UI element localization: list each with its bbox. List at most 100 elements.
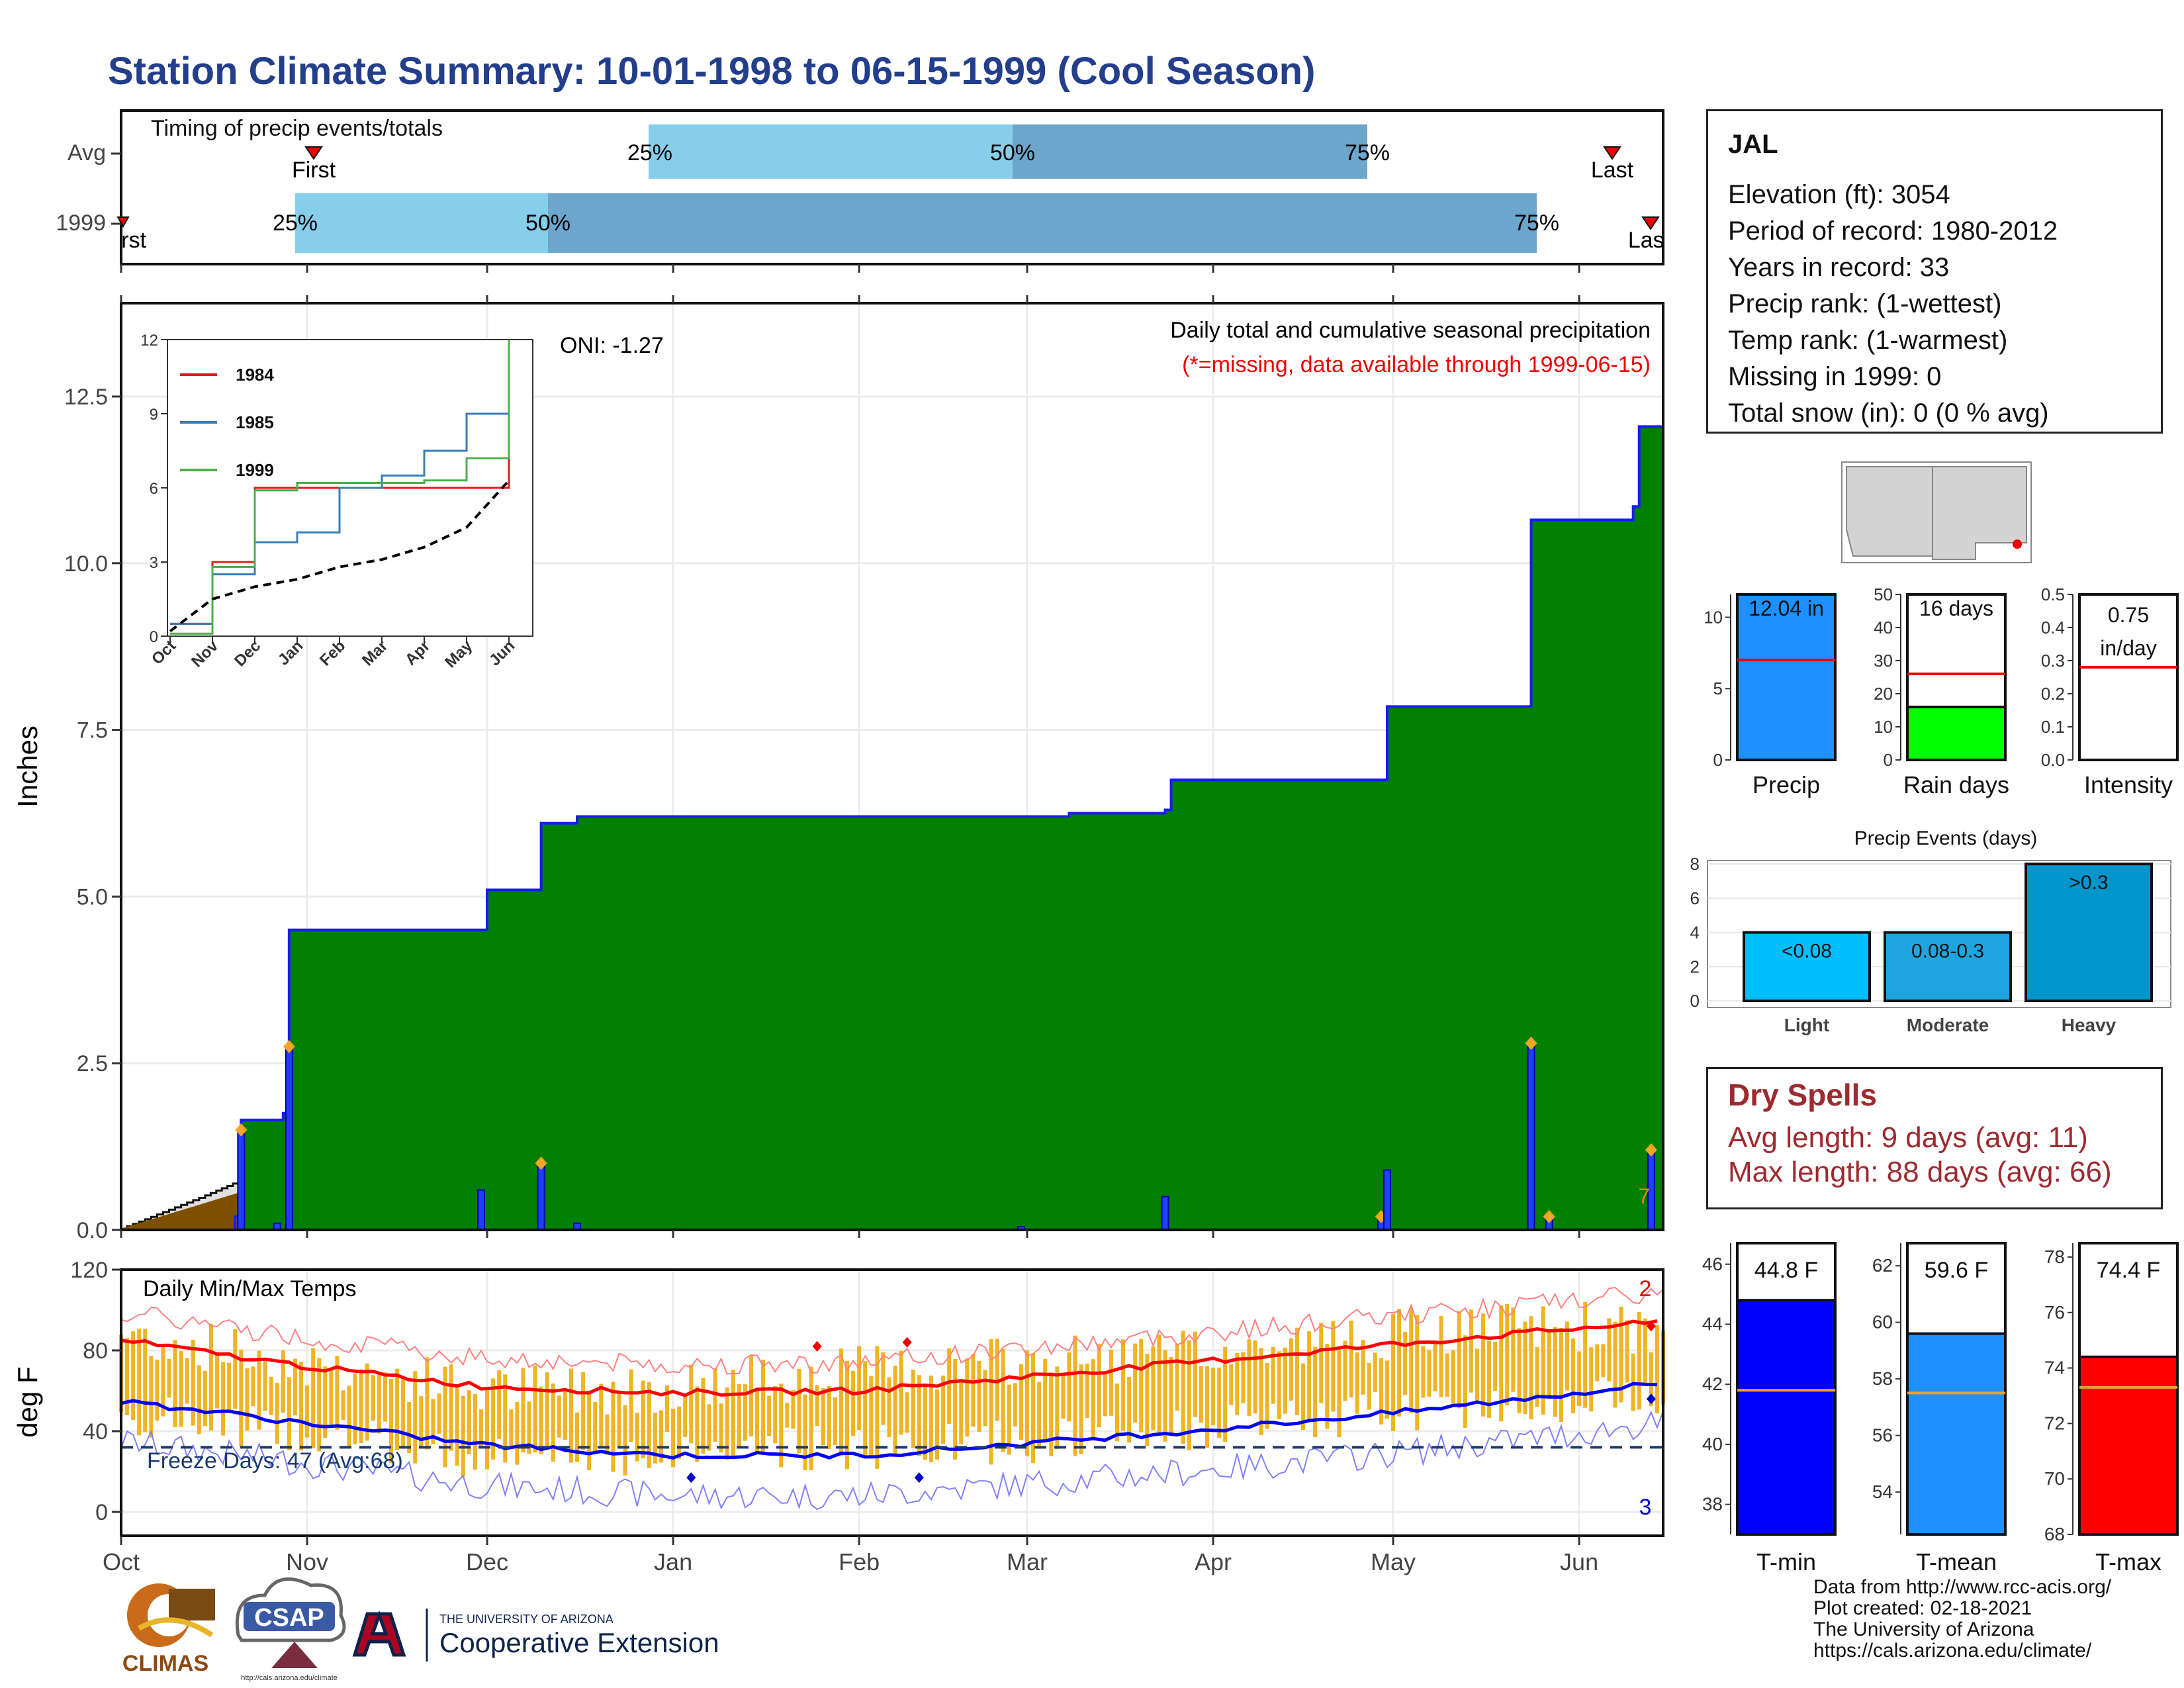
station-period: Period of record: 1980-2012 xyxy=(1728,216,2058,246)
daily-temp-bar xyxy=(1205,1366,1209,1448)
daily-temp-bar xyxy=(341,1390,345,1420)
inset-series-line xyxy=(170,389,510,625)
daily-temp-bar xyxy=(527,1401,531,1454)
missing-note: (*=missing, data available through 1999-… xyxy=(1182,352,1651,377)
mini-bar-value-label: 16 days xyxy=(1919,596,1993,620)
daily-temp-bar xyxy=(1559,1327,1563,1422)
events-bar-label: >0.3 xyxy=(2069,872,2108,894)
daily-temp-bar xyxy=(1583,1301,1588,1408)
daily-temp-bar xyxy=(929,1375,933,1462)
daily-temp-bar xyxy=(917,1375,921,1456)
average-tmin-line xyxy=(120,1382,1657,1460)
daily-temp-bar xyxy=(1373,1352,1377,1392)
daily-temp-bar xyxy=(191,1339,195,1426)
daily-temp-bar xyxy=(1217,1368,1222,1438)
daily-temp-bar xyxy=(1193,1331,1197,1417)
daily-temp-bar xyxy=(1289,1338,1293,1401)
daily-temp-bar xyxy=(1595,1344,1600,1382)
precip-ylabel: Inches xyxy=(12,726,43,808)
record-high-line xyxy=(120,1286,1664,1375)
events-ytick-label: 4 xyxy=(1690,923,1700,943)
daily-temp-bar xyxy=(443,1366,447,1468)
daily-temp-bar xyxy=(731,1370,735,1458)
daily-temp-bar xyxy=(767,1395,772,1436)
temp-ytick-label: 80 xyxy=(83,1338,108,1364)
daily-temp-bar xyxy=(1637,1311,1641,1410)
daily-temp-bar xyxy=(521,1368,525,1453)
avg-last-marker xyxy=(1603,146,1621,160)
avg-q50-label: 50% xyxy=(990,140,1035,165)
daily-temp-bar xyxy=(1343,1340,1347,1401)
station-info-box: JAL Elevation (ft): 3054 Period of recor… xyxy=(1706,109,2163,434)
daily-temp-bar xyxy=(893,1366,897,1456)
daily-temp-bar xyxy=(1079,1364,1083,1454)
temp-ylabel: deg F xyxy=(12,1366,43,1437)
events-category-label: Moderate xyxy=(1907,1015,1989,1035)
cumulative-precip-area xyxy=(121,426,1663,1230)
daily-temp-bar xyxy=(1229,1364,1234,1405)
daily-temp-bar xyxy=(857,1346,862,1430)
dry-spells-box: Dry Spells Avg length: 9 days (avg: 11) … xyxy=(1706,1067,2163,1209)
daily-temp-bar xyxy=(1349,1320,1353,1398)
daily-temp-bar xyxy=(179,1351,183,1427)
daily-temp-bar xyxy=(1115,1383,1119,1442)
daily-temp-bar xyxy=(719,1403,723,1453)
inset-ytick-label: 0 xyxy=(150,628,158,646)
temp-bar-ytick-label: 76 xyxy=(2044,1302,2065,1323)
daily-temp-bar xyxy=(1007,1384,1011,1455)
mini-bar-ytick-label: 0.0 xyxy=(2041,750,2065,770)
temp-bar-ytick-label: 44 xyxy=(1702,1313,1723,1334)
inset-ytick-label: 9 xyxy=(150,406,158,424)
daily-temp-bar xyxy=(671,1409,676,1468)
climas-logo: CLIMAS xyxy=(122,1583,215,1676)
freeze-days-label: Freeze Days: 47 (Avg:68) xyxy=(147,1448,403,1474)
temp-ytick-label: 0 xyxy=(95,1500,108,1525)
daily-temp-bar xyxy=(359,1369,363,1444)
daily-precip-marker xyxy=(1645,1143,1657,1157)
temp-bar-ytick-label: 40 xyxy=(1702,1434,1723,1454)
xaxis-label: Feb xyxy=(839,1548,880,1575)
daily-temp-bar xyxy=(425,1357,430,1450)
daily-temp-bar xyxy=(773,1385,778,1444)
csap-logo-text: CSAP xyxy=(254,1604,324,1632)
daily-temp-bar xyxy=(809,1366,813,1471)
daily-temp-bar xyxy=(1385,1360,1389,1419)
daily-temp-bar xyxy=(1121,1339,1126,1431)
daily-temp-bar xyxy=(269,1376,273,1415)
daily-temp-bar xyxy=(1451,1350,1455,1404)
daily-temp-bar xyxy=(647,1382,651,1469)
daily-temp-bar xyxy=(1433,1340,1437,1391)
temp-bar-ytick-label: 58 xyxy=(1872,1368,1893,1389)
temp-bar-ytick-label: 62 xyxy=(1872,1255,1893,1276)
daily-temp-bar xyxy=(1469,1309,1473,1393)
events-bar xyxy=(1743,931,1871,1002)
daily-temp-bar xyxy=(1169,1356,1173,1434)
daily-temp-bar xyxy=(1235,1352,1240,1415)
daily-temp-bar xyxy=(641,1380,645,1459)
temperature-summary-bars: 38 40 42 44 46 44.8 F T-min 54 56 58 60 62 59.6 F T-m… xyxy=(1702,1242,2179,1575)
daily-temp-bar xyxy=(563,1391,567,1440)
daily-temp-bar xyxy=(887,1377,891,1438)
daily-temp-bar xyxy=(983,1370,987,1427)
daily-temp-bar xyxy=(1463,1335,1467,1429)
y1999-quartile-50-75 xyxy=(548,193,1537,253)
daily-temp-bar xyxy=(149,1356,154,1438)
daily-temp-bar xyxy=(497,1370,502,1439)
mini-bar-ytick-label: 10 xyxy=(1874,717,1893,737)
precip-ytick-label: 2.5 xyxy=(77,1051,108,1076)
daily-temp-bar xyxy=(833,1397,837,1445)
daily-temp-bar xyxy=(863,1361,868,1456)
y1999-row-label: 1999 xyxy=(56,211,106,236)
daily-temp-bar xyxy=(797,1368,801,1454)
credits: Data from http://www.rcc-acis.org/ Plot … xyxy=(1813,1577,2111,1662)
daily-temp-bar xyxy=(1151,1346,1156,1430)
daily-temp-bar xyxy=(1523,1321,1527,1415)
daily-temp-bar xyxy=(461,1395,465,1477)
daily-temp-bar xyxy=(539,1386,543,1454)
dry-spells-avg: Avg length: 9 days (avg: 11) xyxy=(1728,1121,2088,1154)
daily-temp-bar xyxy=(478,1409,483,1448)
daily-temp-bar xyxy=(707,1404,711,1451)
daily-temp-bar xyxy=(335,1356,340,1430)
daily-temp-bar xyxy=(1103,1370,1107,1417)
